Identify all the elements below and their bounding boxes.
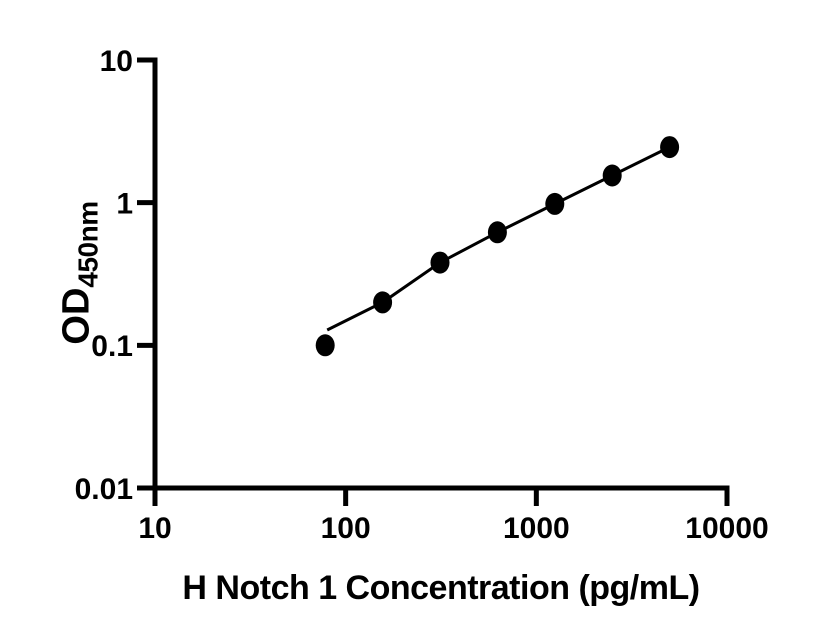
data-point-marker xyxy=(602,164,622,187)
y-axis-tick-label: 1 xyxy=(116,187,133,220)
y-axis-title-text: OD xyxy=(55,287,98,345)
y-axis-tick-label: 0.01 xyxy=(75,473,133,506)
data-point-marker xyxy=(545,192,565,215)
y-axis-title: OD450nm xyxy=(55,201,104,345)
x-axis-tick-label: 100 xyxy=(321,512,371,545)
data-point-marker xyxy=(487,221,507,244)
x-axis-tick-label: 10 xyxy=(138,512,171,545)
data-point-marker xyxy=(373,291,393,314)
y-axis-tick-label: 10 xyxy=(100,45,133,78)
x-axis-title: H Notch 1 Concentration (pg/mL) xyxy=(182,569,700,607)
y-axis-title-subscript: 450nm xyxy=(72,201,104,288)
x-axis-tick-label: 1000 xyxy=(503,512,570,545)
x-axis-tick-label: 10000 xyxy=(685,512,768,545)
data-point-marker xyxy=(660,136,680,159)
data-point-marker xyxy=(315,334,335,357)
data-point-marker xyxy=(430,251,450,274)
y-axis-tick-label: 0.1 xyxy=(91,330,133,363)
